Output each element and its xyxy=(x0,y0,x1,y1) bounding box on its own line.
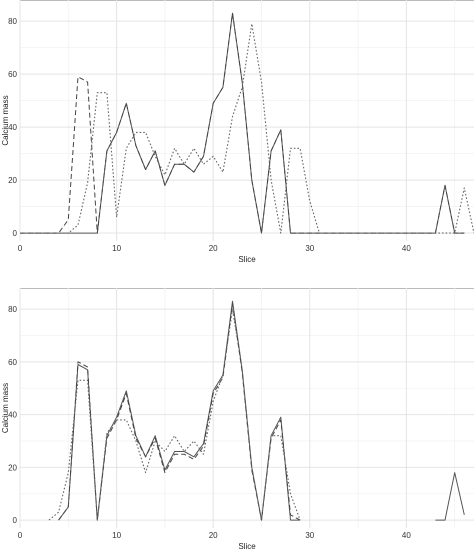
y-tick-label: 0 xyxy=(13,516,18,525)
y-tick-label: 80 xyxy=(8,17,17,26)
y-tick-label: 40 xyxy=(8,123,17,132)
series-line-solid xyxy=(20,12,465,234)
x-tick-label: 30 xyxy=(305,244,314,253)
y-tick-label: 60 xyxy=(8,358,17,367)
y-tick-label: 20 xyxy=(8,176,17,185)
x-tick-label: 20 xyxy=(209,244,218,253)
x-tick-label: 40 xyxy=(402,244,411,253)
y-tick-label: 40 xyxy=(8,411,17,420)
series-line-dashed xyxy=(20,12,465,234)
x-tick-label: 0 xyxy=(18,531,23,540)
x-tick-label: 0 xyxy=(18,244,23,253)
y-tick-label: 60 xyxy=(8,70,17,79)
y-axis-title: Calcium mass xyxy=(1,383,10,433)
x-tick-label: 30 xyxy=(305,531,314,540)
x-tick-label: 40 xyxy=(402,531,411,540)
x-tick-label: 20 xyxy=(209,531,218,540)
y-tick-label: 80 xyxy=(8,305,17,314)
series-line-solid xyxy=(435,472,465,521)
x-tick-label: 10 xyxy=(112,531,121,540)
x-axis-title: Slice xyxy=(238,542,256,551)
y-axis-title: Calcium mass xyxy=(1,95,10,145)
y-tick-label: 0 xyxy=(13,229,18,238)
x-tick-label: 10 xyxy=(112,244,121,253)
y-tick-label: 20 xyxy=(8,463,17,472)
series-line-dotted xyxy=(20,23,474,234)
series-line-dotted xyxy=(48,308,301,521)
x-axis-title: Slice xyxy=(238,255,256,264)
